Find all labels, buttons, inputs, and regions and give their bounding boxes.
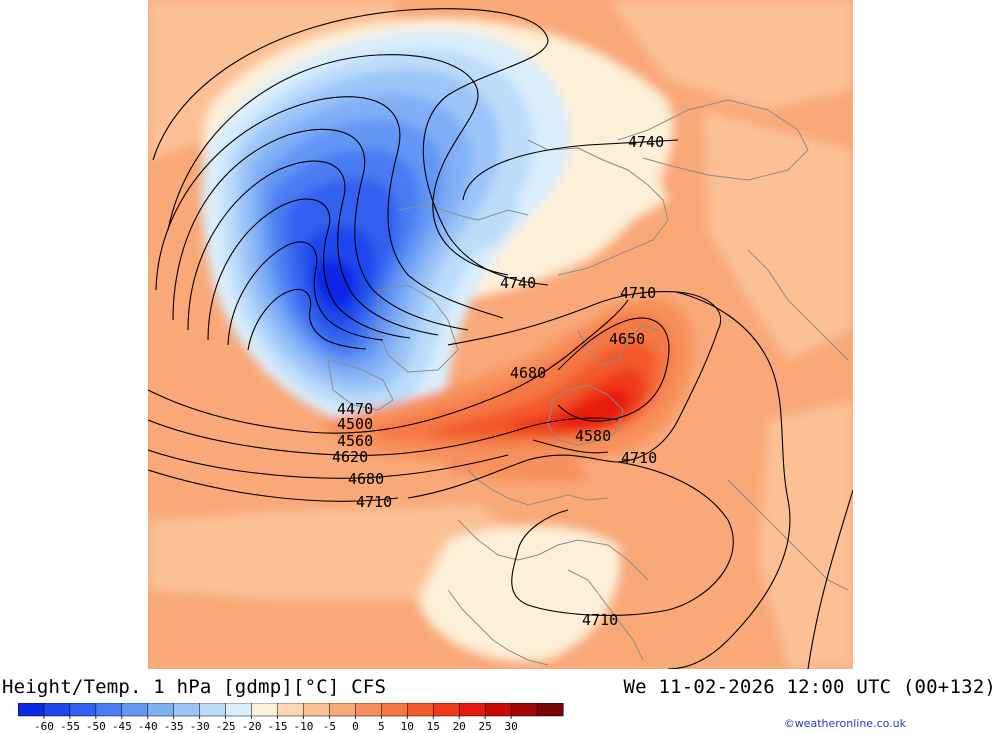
legend-swatch [277, 703, 305, 717]
contour-label: 4710 [356, 493, 392, 511]
legend-swatches [18, 703, 564, 717]
legend-label: -5 [323, 720, 336, 733]
legend-swatch [225, 703, 253, 717]
legend-swatch [95, 703, 123, 717]
legend-swatch [147, 703, 175, 717]
legend-label: 10 [401, 720, 414, 733]
legend-swatch [18, 703, 45, 717]
chart-title: Height/Temp. 1 hPa [gdmp][°C] CFS [2, 676, 387, 698]
contour-label: 4710 [582, 611, 618, 629]
legend-label: -55 [60, 720, 80, 733]
legend-label: -50 [86, 720, 106, 733]
legend-swatch [458, 703, 486, 717]
contour-label: 4680 [510, 364, 546, 382]
legend-swatch [407, 703, 434, 717]
legend-label: -30 [190, 720, 210, 733]
legend-label: -20 [242, 720, 262, 733]
contour-label: 4650 [609, 330, 645, 348]
legend-swatch [536, 703, 564, 717]
contour-label: 4680 [348, 470, 384, 488]
contour-label: 4710 [620, 284, 656, 302]
legend-label: -35 [164, 720, 184, 733]
legend-swatch [484, 703, 512, 717]
legend-swatch [355, 703, 382, 717]
legend-label: 25 [479, 720, 492, 733]
legend-swatch [251, 703, 279, 717]
legend-label: -60 [34, 720, 54, 733]
legend-swatch [173, 703, 201, 717]
legend-label: 30 [504, 720, 517, 733]
legend-swatch [43, 703, 71, 717]
color-scale-legend: -60 -55 -50 -45 -40 -35 -30 -25 -20 -15 -10 -5 0 5 10 1… [18, 703, 564, 733]
contour-label: 4740 [628, 133, 664, 151]
coastlines [327, 99, 849, 666]
legend-swatch [329, 703, 356, 717]
legend-swatch [303, 703, 330, 717]
legend-label: -40 [138, 720, 158, 733]
contour-label: 4740 [500, 274, 536, 292]
legend-label: 15 [427, 720, 440, 733]
legend-label: -25 [216, 720, 236, 733]
contour-label: 4500 [337, 415, 373, 433]
legend-label: 0 [352, 720, 359, 733]
contour-label: 4580 [575, 427, 611, 445]
temperature-shading [148, 0, 853, 669]
height-contours [148, 8, 853, 669]
legend-swatch [381, 703, 408, 717]
legend-swatch [432, 703, 460, 717]
legend-label: 20 [453, 720, 466, 733]
credit-link[interactable]: ©weatheronline.co.uk [783, 717, 906, 730]
legend-label: 5 [378, 720, 385, 733]
contour-labels: 4740 4740 4710 4650 4680 4470 4500 4560 … [332, 133, 664, 629]
contour-label: 4560 [337, 432, 373, 450]
legend-labels: -60 -55 -50 -45 -40 -35 -30 -25 -20 -15 -10 -5 0 5 10 1… [34, 716, 518, 733]
legend-swatch [510, 703, 538, 717]
valid-time: We 11-02-2026 12:00 UTC (00+132) [623, 676, 996, 698]
contour-label: 4710 [621, 449, 657, 467]
legend-label: -15 [268, 720, 288, 733]
legend-swatch [69, 703, 97, 717]
legend-label: -10 [294, 720, 314, 733]
legend-swatch [199, 703, 227, 717]
legend-label: -45 [112, 720, 132, 733]
legend-swatch [121, 703, 149, 717]
height-temperature-map: 4740 4740 4710 4650 4680 4470 4500 4560 … [148, 0, 853, 669]
contour-label: 4470 [337, 400, 373, 418]
contour-label: 4620 [332, 448, 368, 466]
